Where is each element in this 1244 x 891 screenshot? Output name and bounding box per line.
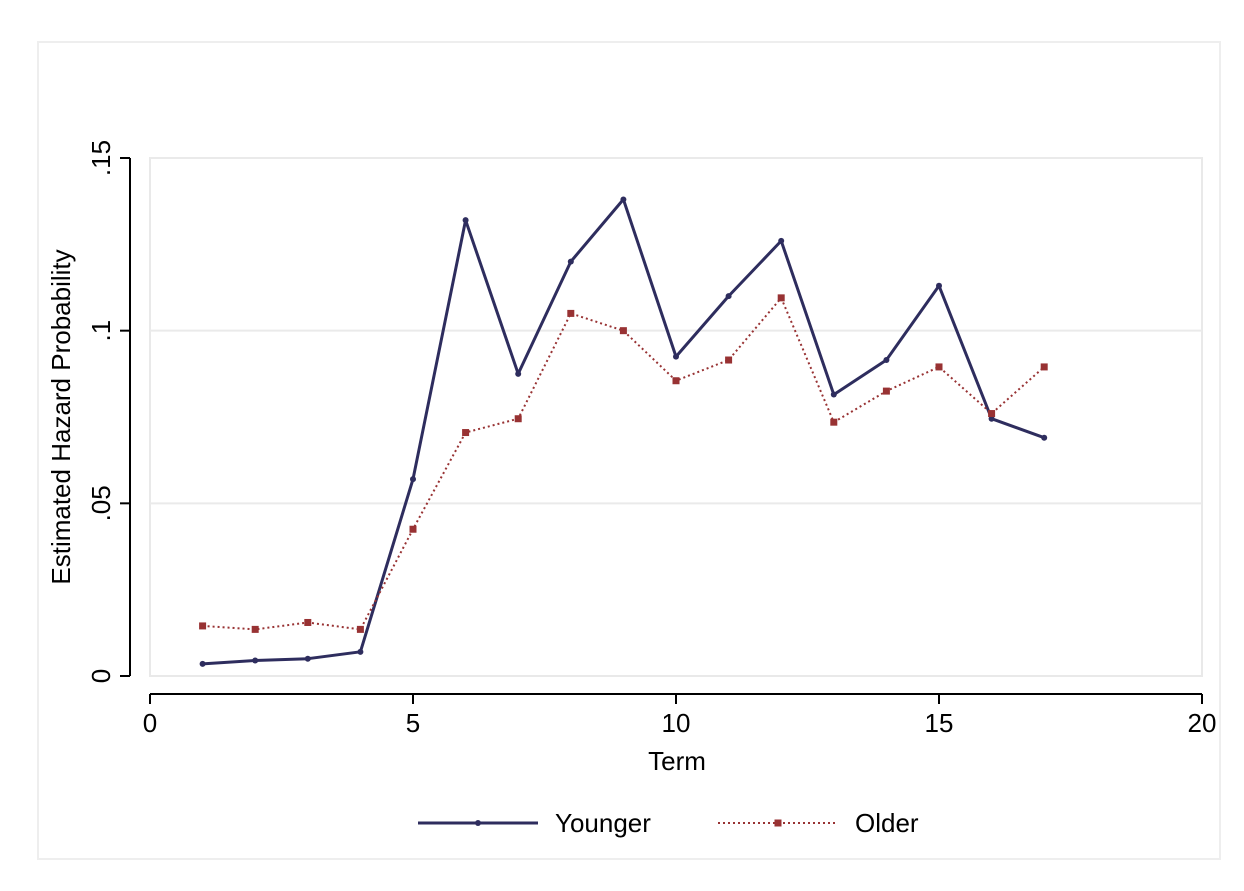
data-point-older	[725, 356, 733, 364]
y-tick-label: .05	[86, 485, 116, 521]
data-point-older	[619, 327, 627, 335]
data-point-younger	[988, 415, 995, 422]
data-point-younger	[673, 353, 679, 360]
data-point-older	[672, 377, 680, 385]
data-point-younger	[199, 660, 206, 667]
legend: Younger Older	[418, 808, 919, 838]
legend-label-older: Older	[855, 808, 919, 838]
data-point-younger	[462, 217, 469, 224]
y-tick-label: 0	[86, 669, 116, 683]
legend-marker-older	[774, 819, 782, 827]
grid-lines	[150, 157, 1202, 505]
series-layer	[199, 196, 1048, 667]
data-point-younger	[252, 657, 259, 664]
data-point-older	[462, 429, 470, 437]
data-point-younger	[725, 293, 732, 300]
data-point-older	[935, 363, 943, 371]
data-point-younger	[620, 196, 627, 203]
plot-region	[149, 157, 1203, 677]
data-point-older	[199, 622, 207, 630]
x-tick-label: 5	[406, 708, 420, 738]
x-tick-label: 15	[925, 708, 954, 738]
data-point-older	[356, 625, 364, 633]
data-point-younger	[830, 391, 837, 398]
data-point-younger	[778, 237, 785, 244]
x-tick-label: 20	[1188, 708, 1217, 738]
x-tick-label: 10	[662, 708, 691, 738]
data-point-younger	[304, 655, 311, 662]
data-point-younger	[515, 370, 522, 377]
data-point-younger	[883, 357, 890, 364]
data-point-older	[1040, 363, 1048, 371]
data-point-older	[251, 625, 259, 633]
legend-label-younger: Younger	[555, 808, 651, 838]
data-point-younger	[567, 258, 574, 265]
data-point-older	[882, 387, 890, 395]
y-tick-label: .15	[86, 140, 116, 176]
data-point-younger	[936, 282, 942, 289]
data-point-older	[567, 309, 575, 317]
x-axis-title: Term	[648, 746, 706, 776]
data-point-younger	[1041, 434, 1048, 441]
data-point-older	[988, 410, 996, 418]
data-point-older	[514, 415, 522, 423]
data-point-older	[304, 618, 312, 626]
data-point-younger	[357, 648, 364, 655]
data-point-older	[830, 418, 838, 426]
data-point-older	[409, 525, 417, 533]
series-line-older	[202, 296, 1045, 631]
data-point-younger	[410, 476, 416, 483]
y-tick-label: .1	[86, 320, 116, 342]
x-tick-label: 0	[143, 708, 157, 738]
y-axis-title: Estimated Hazard Probability	[46, 249, 76, 584]
legend-marker-younger	[475, 820, 481, 826]
data-point-older	[777, 294, 785, 302]
axes: 0 .05 .1 .15 0 5 10 15 20	[86, 140, 1216, 738]
